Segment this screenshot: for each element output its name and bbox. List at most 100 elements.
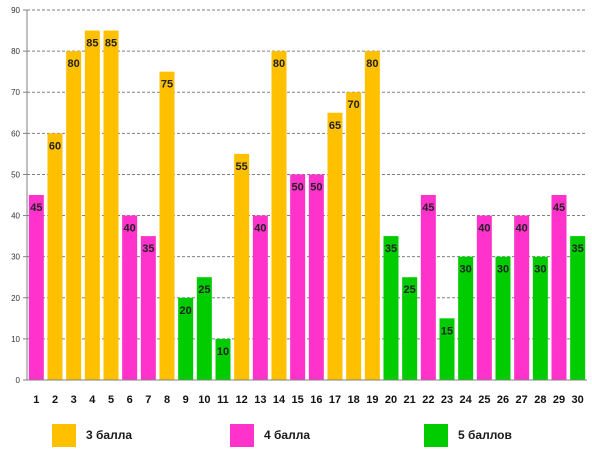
x-tick-label: 3 — [71, 394, 77, 406]
x-tick-label: 24 — [460, 394, 473, 406]
x-tick-label: 30 — [572, 394, 584, 406]
bar — [495, 256, 511, 380]
x-tick-label: 11 — [217, 394, 229, 406]
bar — [252, 215, 268, 380]
bar — [551, 195, 567, 380]
bar — [271, 51, 287, 380]
bar — [66, 51, 82, 380]
x-tick-label: 28 — [534, 394, 546, 406]
bar — [327, 112, 343, 381]
data-label: 30 — [497, 264, 509, 276]
data-label: 80 — [273, 58, 285, 70]
data-label: 30 — [460, 264, 472, 276]
data-label: 45 — [30, 202, 42, 214]
x-tick-label: 22 — [422, 394, 434, 406]
bar — [215, 338, 231, 380]
data-label: 35 — [385, 243, 397, 255]
x-tick-label: 20 — [385, 394, 397, 406]
data-label: 40 — [516, 223, 528, 235]
x-tick-label: 2 — [52, 394, 58, 406]
bar — [532, 256, 548, 380]
legend-item-5: 5 баллов — [424, 423, 512, 447]
data-label: 30 — [534, 264, 546, 276]
bar — [420, 195, 436, 380]
data-label: 40 — [124, 223, 136, 235]
x-tick-label: 4 — [89, 394, 96, 406]
data-label: 80 — [68, 58, 80, 70]
y-tick-label: 10 — [11, 335, 20, 344]
data-label: 70 — [348, 99, 360, 111]
data-label: 15 — [441, 325, 453, 337]
bar — [514, 215, 530, 380]
bar — [570, 236, 586, 380]
data-label: 40 — [254, 223, 266, 235]
y-tick-label: 0 — [16, 376, 21, 385]
x-tick-label: 19 — [366, 394, 378, 406]
bar — [103, 30, 119, 381]
data-label: 85 — [86, 38, 98, 50]
legend-label-3: 3 балла — [86, 428, 133, 442]
legend-item-3: 3 балла — [52, 423, 132, 447]
legend-swatch-5 — [424, 423, 448, 447]
data-label: 55 — [236, 161, 248, 173]
bar — [234, 153, 250, 380]
bar — [439, 318, 455, 380]
y-tick-label: 80 — [11, 47, 20, 56]
bar — [159, 71, 175, 381]
data-label: 20 — [180, 305, 192, 317]
y-tick-label: 20 — [11, 294, 20, 303]
x-tick-label: 10 — [198, 394, 210, 406]
x-tick-label: 1 — [33, 394, 39, 406]
x-tick-label: 23 — [441, 394, 453, 406]
x-tick-label: 13 — [254, 394, 266, 406]
bar — [402, 277, 418, 380]
x-tick-label: 27 — [516, 394, 528, 406]
data-label: 25 — [404, 284, 416, 296]
legend-label-4: 4 балла — [264, 428, 311, 442]
x-tick-label: 7 — [145, 394, 151, 406]
data-label: 45 — [553, 202, 565, 214]
bar — [84, 30, 100, 381]
x-tick-label: 17 — [329, 394, 341, 406]
bar — [290, 174, 306, 380]
data-label: 40 — [478, 223, 490, 235]
data-label: 65 — [329, 120, 341, 132]
data-label: 85 — [105, 38, 117, 50]
data-label: 60 — [49, 140, 61, 152]
data-label: 25 — [198, 284, 210, 296]
legend-item-4: 4 балла — [230, 423, 310, 447]
data-label: 50 — [310, 181, 322, 193]
bar — [364, 51, 380, 380]
bar — [476, 215, 492, 380]
bar — [47, 133, 63, 380]
x-tick-label: 6 — [127, 394, 133, 406]
legend-swatch-3 — [52, 423, 76, 447]
legend-label-5: 5 баллов — [458, 428, 512, 442]
data-label: 35 — [142, 243, 154, 255]
y-tick-label: 30 — [11, 253, 20, 262]
data-label: 75 — [161, 79, 173, 91]
y-tick-label: 40 — [11, 212, 20, 221]
y-tick-label: 70 — [11, 88, 20, 97]
legend-swatch-4 — [230, 423, 254, 447]
x-tick-label: 12 — [236, 394, 248, 406]
x-tick-label: 26 — [497, 394, 509, 406]
data-label: 80 — [366, 58, 378, 70]
bar — [28, 195, 44, 380]
data-label: 35 — [572, 243, 584, 255]
bar — [140, 236, 156, 380]
y-tick-label: 90 — [11, 6, 20, 15]
y-tick-label: 60 — [11, 129, 20, 138]
x-tick-label: 29 — [553, 394, 565, 406]
data-label: 50 — [292, 181, 304, 193]
x-tick-label: 8 — [164, 394, 170, 406]
data-label: 10 — [217, 346, 229, 358]
bar — [196, 277, 212, 380]
bar — [458, 256, 474, 380]
x-tick-label: 18 — [348, 394, 360, 406]
bar — [308, 174, 324, 380]
x-tick-label: 9 — [183, 394, 189, 406]
y-tick-label: 50 — [11, 170, 20, 179]
x-tick-label: 25 — [478, 394, 490, 406]
